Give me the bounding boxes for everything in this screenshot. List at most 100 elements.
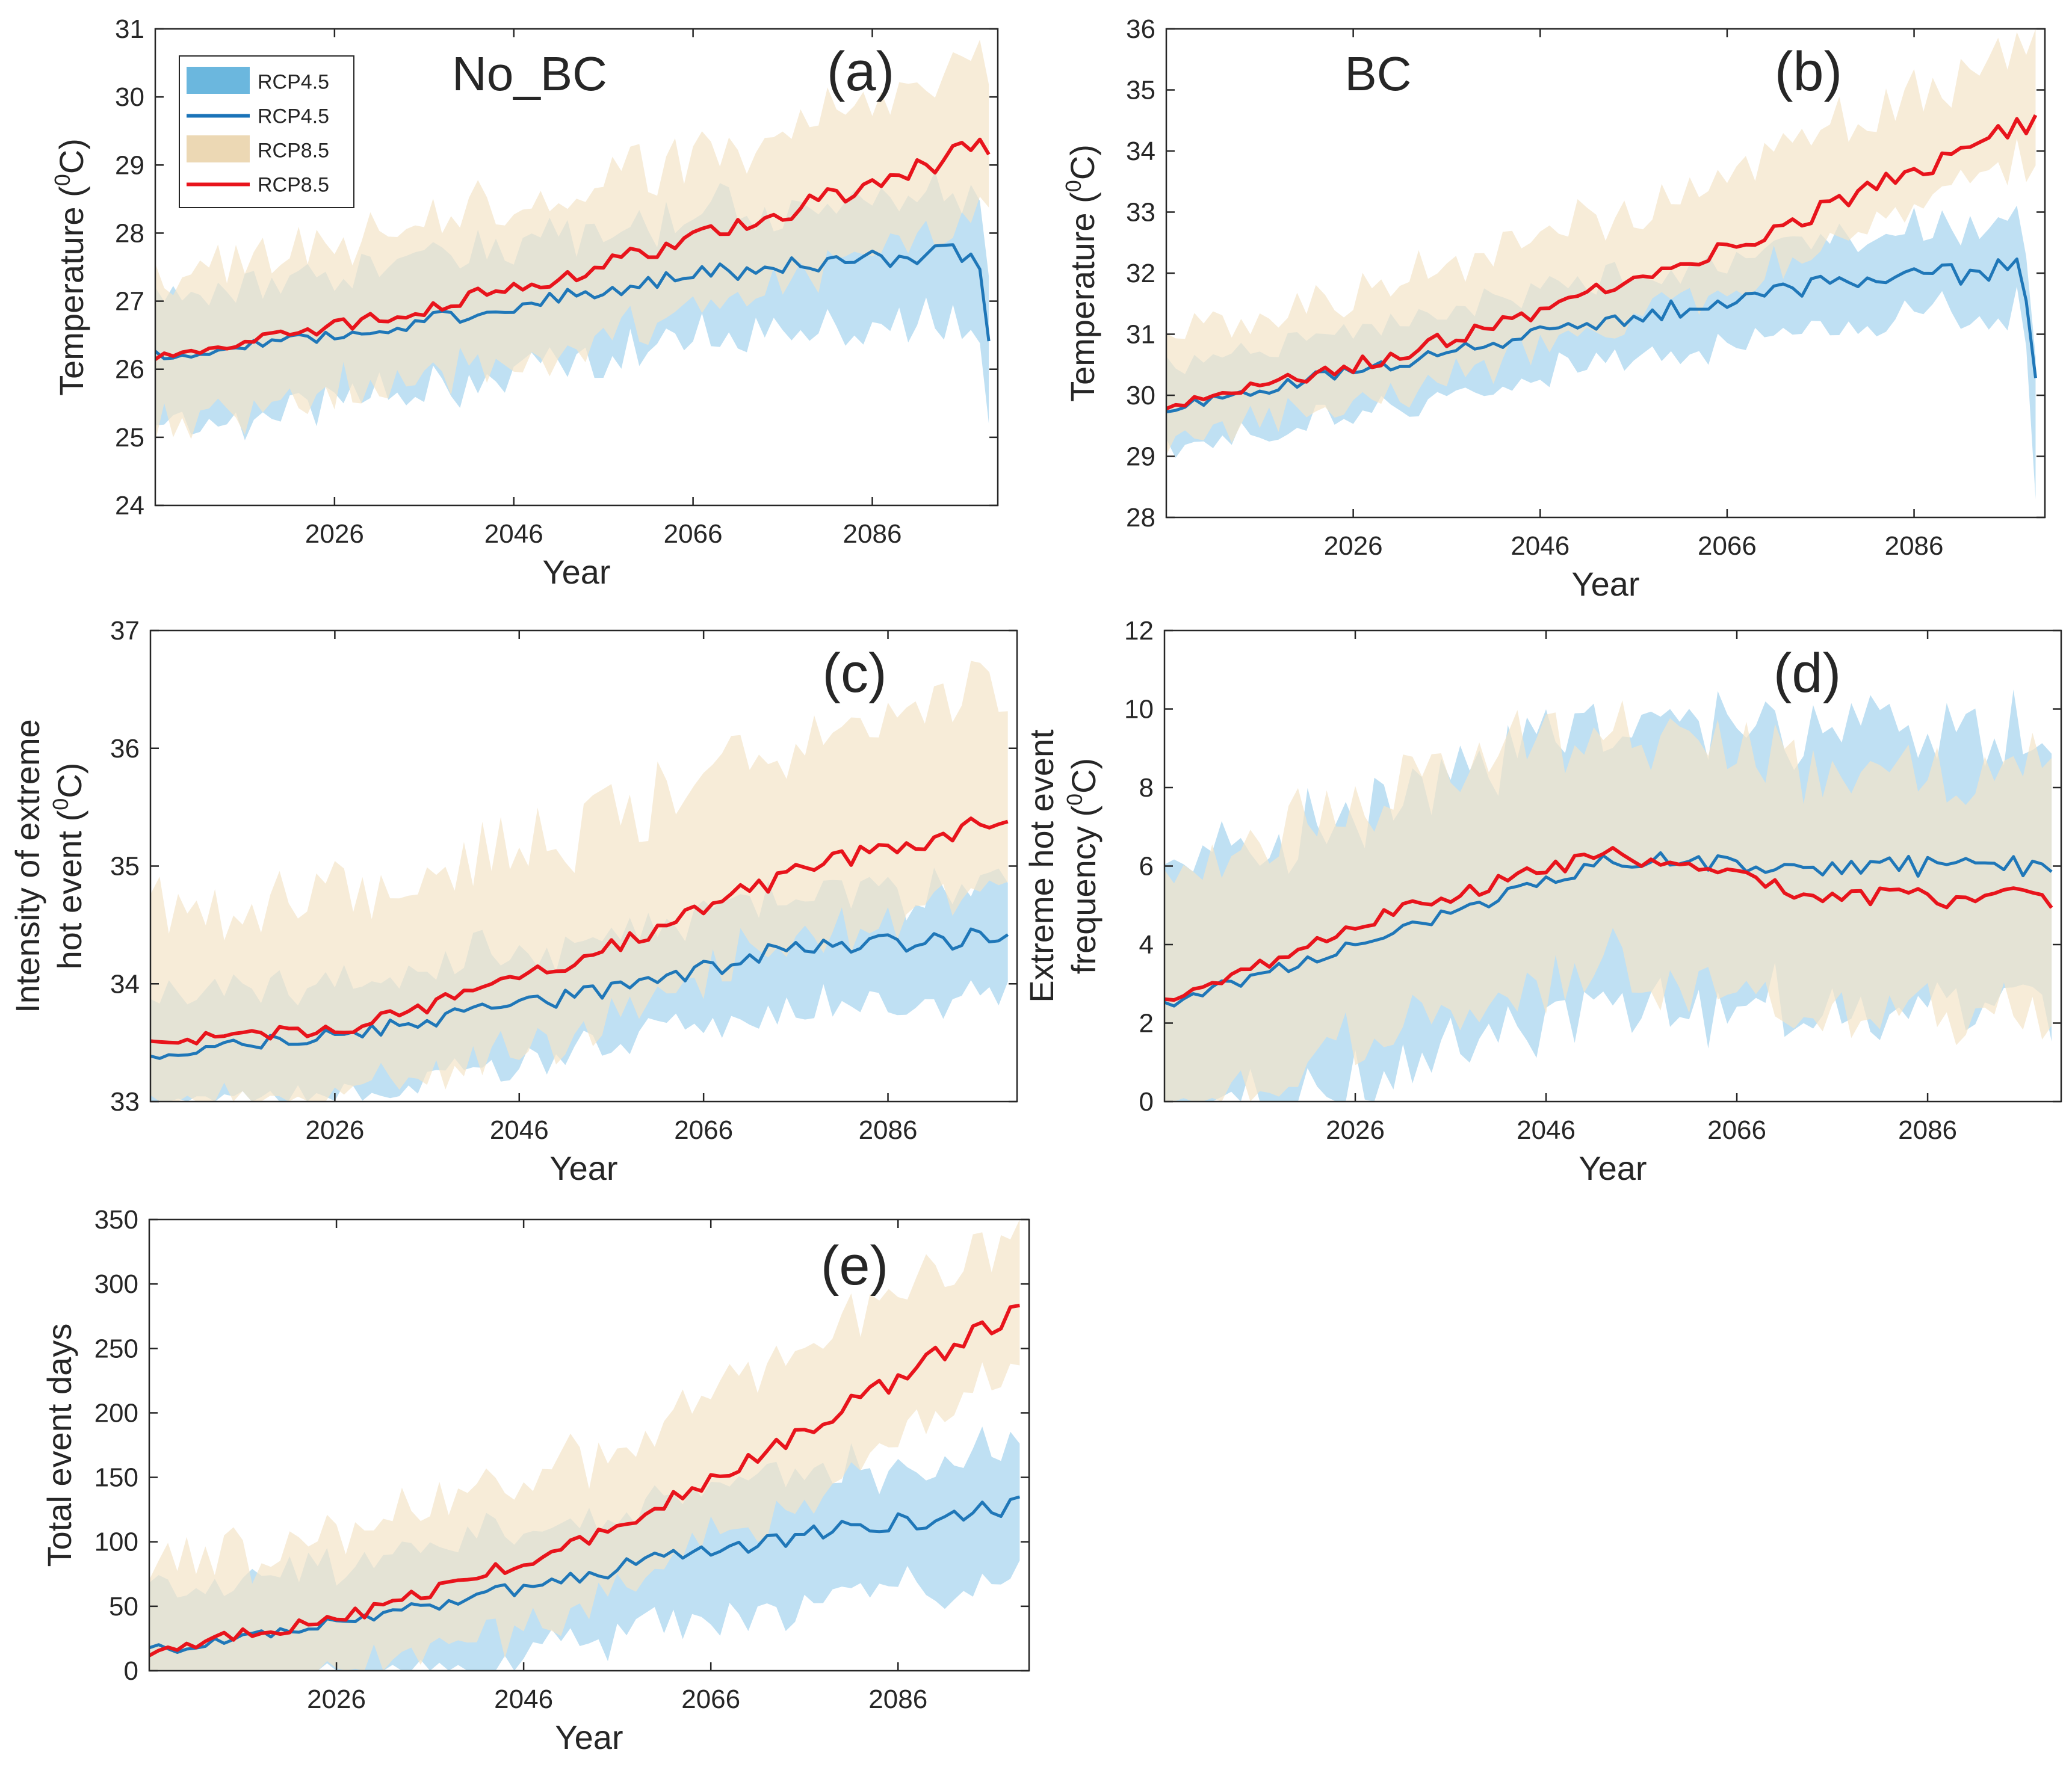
plot-layer: [1164, 689, 2053, 1102]
x-tick-label: 2046: [1517, 1115, 1576, 1145]
y-axis-label: Temperature (0C): [1061, 144, 1101, 402]
band-rcp85: [150, 661, 1008, 1102]
axes-box: [154, 28, 999, 507]
legend-swatch-band: [187, 67, 250, 94]
series-line-rcp85: [149, 1303, 1020, 1658]
x-tick-label: 2086: [859, 1115, 918, 1145]
series-line-rcp45: [1164, 851, 2053, 1008]
panel-d: 2026 2046 2066 2086 0 2 4 6 8 10 12 Year Extreme hot…: [1022, 616, 2062, 1187]
y-axis-label: Temperature (0C): [50, 138, 90, 396]
y-axis-label-line1: Extreme hot event: [1022, 729, 1060, 1003]
x-tick-label: 2066: [664, 519, 723, 549]
legend-label: RCP4.5: [258, 71, 329, 94]
y-tick-label: 35: [110, 852, 140, 881]
y-label-part: C): [1063, 144, 1101, 180]
x-tick-label: 2046: [1511, 531, 1569, 561]
y-tick-label: 12: [1124, 616, 1154, 646]
plot-layer: [150, 661, 1009, 1102]
y-tick-label: 25: [115, 423, 144, 452]
plot-layer: [149, 1220, 1021, 1671]
y-tick-label: 35: [1126, 76, 1155, 105]
legend-label: RCP4.5: [258, 105, 329, 128]
x-tick-label: 2086: [843, 519, 902, 549]
x-tick-label: 2026: [1324, 531, 1383, 561]
y-tick-label: 28: [115, 218, 144, 248]
y-tick-label: 28: [1126, 503, 1155, 532]
y-label-part: C): [52, 138, 90, 174]
legend-label: RCP8.5: [258, 174, 329, 197]
panel-letter: (c): [822, 643, 886, 704]
legend: RCP4.5 RCP4.5 RCP8.5 RCP8.5: [179, 55, 354, 208]
x-tick-label: 2026: [305, 1115, 364, 1145]
x-axis-label: Year: [549, 1149, 617, 1187]
y-axis-label-line2: frequency (0C): [1062, 758, 1102, 974]
x-axis-label: Year: [555, 1718, 623, 1756]
y-label-part: hot event (: [51, 810, 88, 969]
y-tick-label: 33: [110, 1087, 140, 1117]
y-tick-label: 34: [1126, 137, 1155, 166]
y-label-superscript: 0: [48, 798, 73, 810]
x-tick-label: 2086: [1898, 1115, 1957, 1145]
y-tick-label: 36: [1126, 14, 1155, 44]
x-tick-label: 2066: [674, 1115, 733, 1145]
plot-layer: [155, 39, 991, 442]
series-line-rcp45: [149, 1495, 1021, 1654]
y-tick-label: 10: [1124, 695, 1154, 724]
y-tick-label: 0: [1139, 1087, 1154, 1117]
y-tick-label: 37: [110, 616, 140, 646]
x-tick-label: 2066: [1698, 531, 1757, 561]
x-axis-label: Year: [542, 553, 610, 591]
y-label-part: C): [1065, 758, 1102, 794]
x-tick-label: 2046: [494, 1685, 553, 1714]
y-label-superscript: 0: [1061, 180, 1086, 192]
x-tick-label: 2046: [484, 519, 543, 549]
y-tick-label: 300: [94, 1269, 138, 1299]
x-tick-label: 2086: [1885, 531, 1944, 561]
y-tick-label: 200: [94, 1398, 138, 1428]
y-tick-label: 30: [1126, 381, 1155, 410]
panel-letter: (a): [827, 41, 894, 102]
y-tick-label: 50: [109, 1592, 138, 1621]
x-tick-label: 2026: [307, 1685, 366, 1714]
y-axis-label: Total event days: [40, 1324, 78, 1567]
y-tick-label: 30: [115, 82, 144, 112]
y-tick-label: 2: [1139, 1009, 1154, 1038]
y-label-part: Temperature (: [1063, 192, 1101, 402]
y-tick-label: 4: [1139, 930, 1154, 960]
x-tick-label: 2066: [1707, 1115, 1766, 1145]
y-axis-label-line1: Intensity of extreme: [8, 719, 46, 1013]
y-label-part: Temperature (: [52, 186, 90, 396]
y-tick-label: 32: [1126, 259, 1155, 288]
legend-label: RCP8.5: [258, 140, 329, 162]
band-rcp85: [1166, 29, 2036, 455]
panel-b: 2026 2046 2066 2086 28 29 30 31 32 33 34 35 36 Year Te…: [1061, 14, 2046, 603]
x-tick-label: 2026: [1326, 1115, 1385, 1145]
x-axis-label: Year: [1571, 565, 1639, 603]
y-tick-label: 350: [94, 1205, 138, 1235]
y-tick-label: 24: [115, 491, 144, 520]
y-tick-label: 250: [94, 1334, 138, 1363]
y-tick-label: 150: [94, 1463, 138, 1493]
panel-letter: (e): [821, 1235, 888, 1297]
plot-layer: [1166, 29, 2038, 499]
series-line-rcp85: [155, 137, 991, 361]
legend-swatch-band: [187, 135, 250, 162]
x-tick-label: 2026: [305, 519, 364, 549]
y-label-part: C): [51, 763, 88, 798]
x-axis-label: Year: [1579, 1149, 1647, 1187]
y-tick-label: 36: [110, 734, 140, 763]
y-tick-label: 29: [1126, 442, 1155, 472]
axes-box: [148, 1218, 1030, 1672]
x-tick-label: 2046: [490, 1115, 549, 1145]
band-rcp85: [149, 1220, 1020, 1671]
y-tick-label: 26: [115, 355, 144, 384]
y-tick-label: 31: [1126, 320, 1155, 350]
panel-title: BC: [1344, 47, 1411, 100]
panel-letter: (b): [1775, 41, 1842, 102]
y-tick-label: 100: [94, 1528, 138, 1557]
series-line-rcp85: [1164, 846, 2053, 1002]
y-tick-label: 31: [115, 14, 144, 44]
series-line-rcp45: [150, 927, 1009, 1060]
y-label-superscript: 0: [50, 174, 75, 186]
series-line-rcp85: [1166, 114, 2038, 410]
